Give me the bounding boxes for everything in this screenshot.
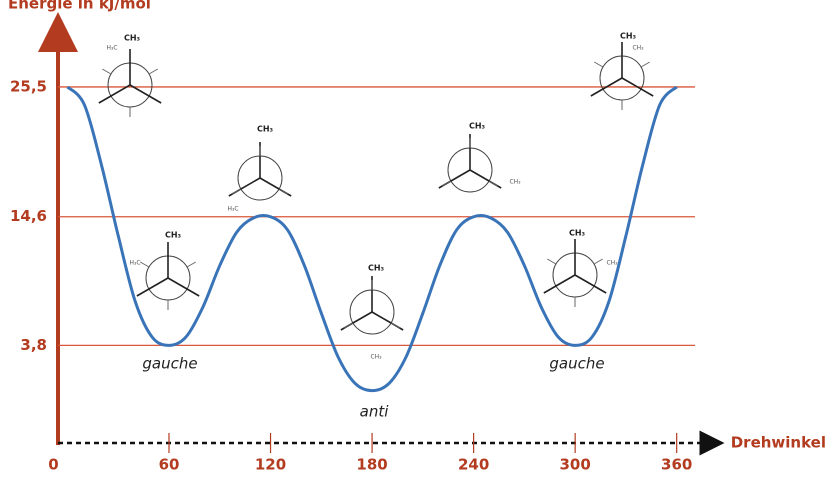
x-tick-label: 360 (661, 456, 692, 474)
back-bond (488, 180, 498, 187)
back-bond (278, 188, 288, 195)
newman-label: CH₃ (632, 45, 644, 52)
back-bond (547, 258, 557, 265)
front-bond (543, 274, 576, 294)
back-bond (186, 261, 196, 268)
newman-label: CH₃ (469, 122, 486, 131)
front-bond (98, 84, 131, 104)
newman-label: CH₃ (257, 125, 274, 134)
newman-label: CH₃ (606, 260, 618, 267)
front-bond (129, 84, 162, 104)
newman-label: CH₃ (569, 229, 586, 238)
x-tick-label: 180 (356, 456, 387, 474)
newman-label: CH₃ (124, 34, 141, 43)
front-bond (167, 277, 200, 297)
back-bond (594, 61, 604, 68)
back-bond (593, 258, 603, 265)
newman-label: H₃C (129, 260, 140, 267)
back-bond (442, 180, 452, 187)
back-bond (640, 61, 650, 68)
back-bond (148, 68, 158, 75)
newman-label: CH₃ (620, 32, 637, 41)
y-axis-label: Energie in kJ/mol (8, 0, 151, 13)
newman-label: CH₃ (509, 179, 521, 186)
energy-curve (66, 85, 678, 393)
x-tick-label: 120 (255, 456, 286, 474)
x-tick-label: 300 (559, 456, 590, 474)
front-bond (621, 77, 654, 97)
annotation: anti (360, 403, 390, 421)
back-bond (140, 261, 150, 268)
annotation: gauche (549, 355, 604, 373)
x-tick-label: 240 (458, 456, 489, 474)
newman-label: H₃C (106, 45, 117, 52)
front-bond (590, 77, 623, 97)
back-bond (102, 68, 112, 75)
newman-label: CH₃ (370, 354, 382, 361)
y-tick-label: 25,5 (10, 77, 47, 95)
y-tick-label: 14,6 (10, 207, 47, 225)
annotation: gauche (142, 355, 197, 373)
back-bond (390, 322, 400, 329)
back-bond (232, 188, 242, 195)
newman-label: CH₃ (165, 231, 182, 240)
newman-label: CH₃ (368, 264, 385, 273)
newman-label: H₃C (227, 206, 238, 213)
x-axis-label: Drehwinkel (731, 434, 826, 452)
x-tick-label: 0 (48, 456, 58, 474)
back-bond (344, 322, 354, 329)
y-tick-label: 3,8 (20, 336, 47, 354)
x-tick-label: 60 (159, 456, 180, 474)
front-bond (136, 277, 169, 297)
front-bond (574, 274, 607, 294)
